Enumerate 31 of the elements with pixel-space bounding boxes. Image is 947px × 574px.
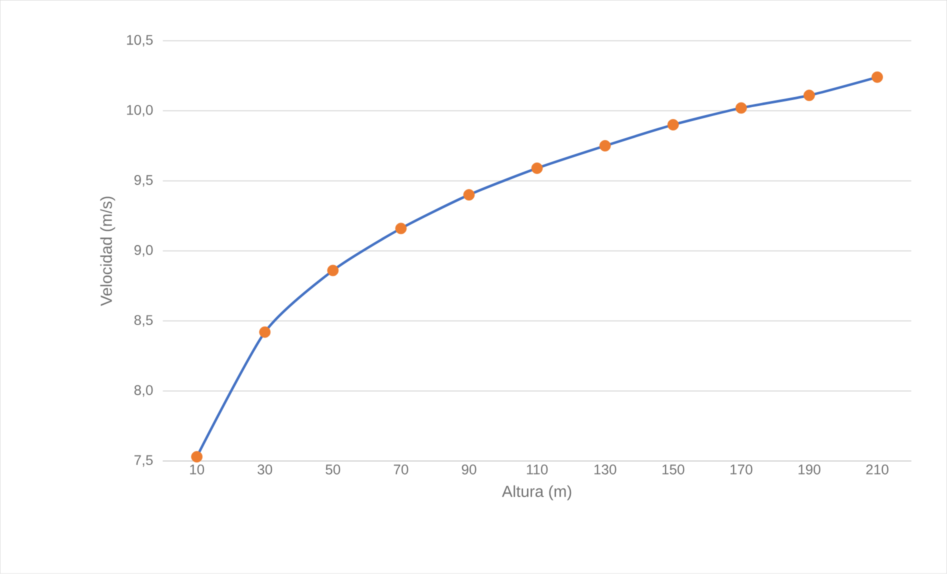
- point: [191, 451, 203, 463]
- y-tick-label: 8,0: [134, 385, 153, 397]
- y-axis-title: Velocidad (m/s): [100, 196, 116, 306]
- point: [327, 264, 339, 276]
- x-tick-label: 70: [394, 464, 408, 475]
- x-tick-label: 50: [326, 464, 340, 475]
- x-tick-label: 10: [190, 464, 204, 475]
- x-tick-label: 170: [730, 464, 752, 475]
- point: [599, 140, 611, 152]
- x-tick-label: 110: [526, 464, 548, 475]
- point: [531, 162, 543, 174]
- y-tick-label: 7,5: [134, 455, 153, 467]
- y-tick-label: 9,0: [134, 245, 153, 257]
- point: [463, 189, 475, 201]
- x-tick-label: 210: [866, 464, 888, 475]
- point: [395, 222, 407, 234]
- point: [259, 326, 271, 338]
- point: [804, 90, 815, 102]
- y-tick-label: 10,0: [127, 105, 153, 117]
- y-tick-label: 9,5: [134, 175, 153, 187]
- x-tick-label: 30: [258, 464, 272, 475]
- x-tick-label: 150: [662, 464, 684, 475]
- x-tick-label: 90: [462, 464, 476, 475]
- x-tick-label: 190: [798, 464, 820, 475]
- point: [735, 102, 747, 114]
- x-tick-label: 130: [594, 464, 616, 475]
- x-axis-title: Altura (m): [502, 485, 572, 500]
- y-tick-label: 8,5: [134, 315, 153, 327]
- point: [872, 72, 883, 83]
- y-tick-label: 10,5: [127, 35, 153, 47]
- point: [667, 119, 679, 131]
